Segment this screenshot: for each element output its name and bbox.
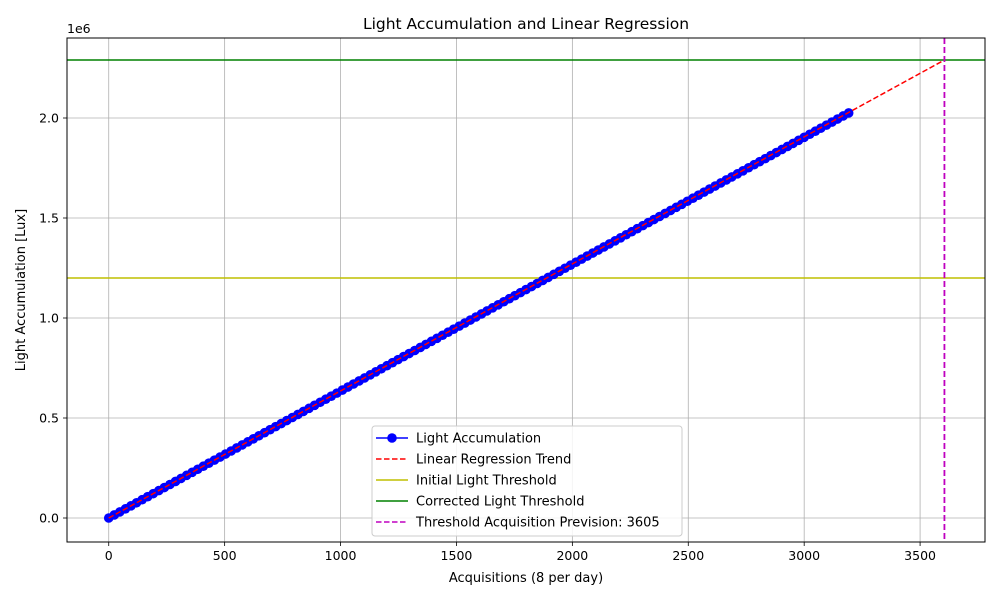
x-tick-label: 500 [213, 548, 237, 563]
grid [67, 38, 985, 542]
y-tick-label: 1.5 [39, 211, 59, 226]
legend-label: Light Accumulation [416, 432, 541, 447]
y-tick-label: 1.0 [39, 311, 59, 326]
y-tick-label: 0.0 [39, 511, 59, 526]
x-tick-label: 3000 [788, 548, 820, 563]
legend: Light Accumulation Linear Regression Tren… [371, 425, 683, 537]
y-axis-label: Light Accumulation [Lux] [14, 209, 29, 371]
legend-label: Initial Light Threshold [416, 474, 557, 489]
x-tick-label: 0 [105, 548, 113, 563]
y-axis-ticks: 0.0 0.5 1.0 1.5 2.0 [39, 111, 67, 526]
legend-label: Linear Regression Trend [416, 453, 571, 468]
threshold-lines [67, 59, 985, 279]
x-tick-label: 2500 [672, 548, 704, 563]
legend-box [371, 425, 683, 537]
y-offset-label: 1e6 [67, 21, 91, 36]
legend-marker [387, 433, 397, 443]
legend-label: Corrected Light Threshold [416, 495, 584, 510]
x-tick-label: 3500 [904, 548, 936, 563]
regression-trend-line [108, 59, 945, 519]
x-axis-ticks: 0 500 1000 1500 2000 2500 3000 3500 [105, 542, 936, 563]
y-tick-label: 0.5 [39, 411, 59, 426]
y-tick-label: 2.0 [39, 111, 59, 126]
x-tick-label: 1500 [441, 548, 473, 563]
legend-label: Threshold Acquisition Prevision: 3605 [415, 516, 660, 531]
chart-title: Light Accumulation and Linear Regression [363, 15, 689, 33]
plot-area-frame [66, 37, 986, 543]
x-tick-label: 1000 [325, 548, 357, 563]
x-tick-label: 2000 [556, 548, 588, 563]
data-series [103, 38, 946, 542]
x-axis-label: Acquisitions (8 per day) [449, 571, 603, 586]
